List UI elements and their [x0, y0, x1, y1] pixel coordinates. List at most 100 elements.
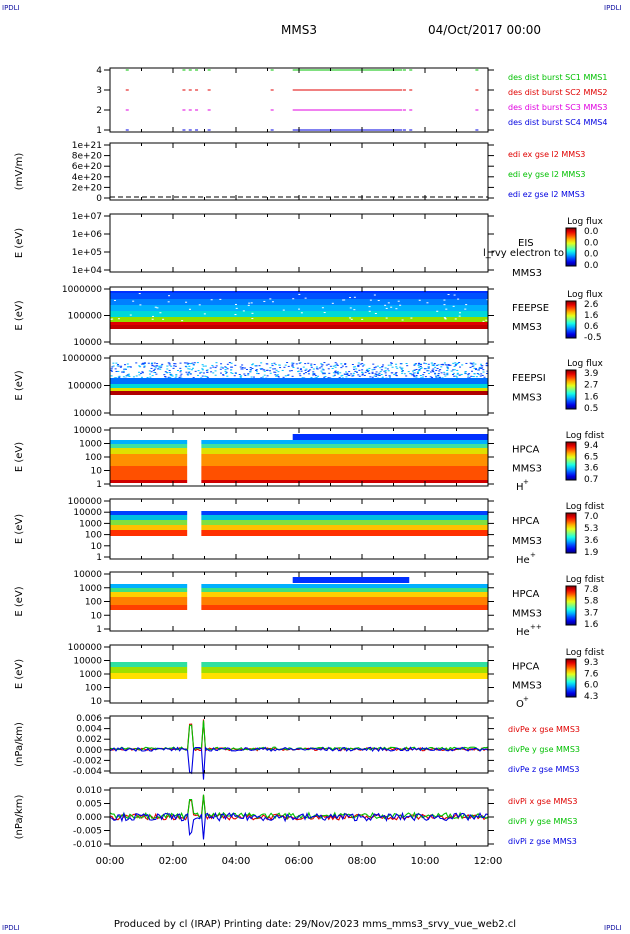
corner-label-br: IPDLI [604, 924, 622, 932]
panel-frame [109, 142, 489, 201]
colorbar-tick: 9.4 [584, 441, 599, 451]
ytick-label: 1000 [79, 440, 102, 450]
ytick-label: 1e+21 [72, 141, 102, 151]
ytick-label: 10000 [73, 508, 102, 518]
legend-entry: divPi x gse MMS3 [508, 797, 577, 806]
ytick-label: 2e+20 [72, 183, 103, 193]
ytick-label: 1000 [79, 584, 102, 594]
ytick-label: 6e+20 [72, 162, 103, 172]
ytick-label: 10000 [73, 338, 102, 348]
species-label: H [516, 482, 524, 493]
ytick-label: 0.005 [76, 800, 102, 810]
y-axis-label: (nPa/km) [14, 795, 25, 840]
ytick-label: 2 [96, 106, 102, 116]
colorbar-tick: 0.0 [584, 227, 599, 237]
corner-label-bl: IPDLI [2, 924, 20, 932]
colorbar-tick: 0.7 [584, 475, 598, 485]
xtick-label: 00:00 [96, 856, 125, 867]
footer-credit: Produced by cl (IRAP) Printing date: 29/… [113, 919, 517, 930]
ytick-label: 10000 [73, 409, 102, 419]
spectrogram-hpca [110, 500, 488, 558]
y-axis-label: E (eV) [14, 442, 25, 472]
colorbar-tick: 3.7 [584, 608, 598, 618]
legend-entry: divPi y gse MMS3 [508, 817, 577, 826]
y-axis-label: E (eV) [14, 659, 25, 689]
instrument-label: FEEPSE [512, 303, 549, 314]
colorbar-title: Log fdist [566, 431, 605, 441]
y-axis-label: E (eV) [14, 300, 25, 330]
colorbar-tick: 1.6 [584, 311, 599, 321]
colorbar [565, 300, 577, 339]
ytick-label: 1000 [79, 519, 102, 529]
colorbar-tick: 2.6 [584, 300, 599, 310]
ytick-label: 1e+07 [72, 212, 102, 222]
colorbar-title: Log fdist [566, 502, 605, 512]
ytick-label: 10 [91, 542, 103, 552]
colorbar [565, 227, 577, 267]
colorbar-tick: 7.8 [584, 585, 599, 595]
spacecraft-label: MMS3 [512, 392, 542, 403]
legend-entry: des dist burst SC3 MMS3 [508, 103, 607, 112]
ytick-label: 0 [96, 194, 102, 204]
colorbar-tick: 0.0 [584, 250, 599, 260]
ytick-label: 10000 [73, 426, 102, 436]
ytick-label: 1 [96, 480, 102, 490]
ytick-label: 1e+05 [72, 248, 102, 258]
charge-label: + [523, 478, 529, 486]
y-axis-label: (mV/m) [14, 153, 25, 191]
series-line [109, 719, 489, 752]
legend-entry: des dist burst SC4 MMS4 [508, 118, 607, 127]
spectrogram-feepse [110, 291, 489, 329]
colorbar-tick: 0.6 [584, 322, 599, 332]
ytick-label: 1000000 [62, 354, 102, 364]
xtick-label: 06:00 [285, 856, 314, 867]
xtick-label: 08:00 [348, 856, 377, 867]
corner-label-tr: IPDLI [604, 4, 622, 12]
ytick-label: 8e+20 [72, 152, 103, 162]
panel-frame [109, 67, 489, 133]
ytick-label: 0.010 [76, 786, 102, 796]
series-line [109, 746, 489, 780]
series-line [109, 720, 489, 751]
charge-label: + [530, 551, 536, 559]
colorbar [565, 512, 577, 554]
colorbar-tick: 7.0 [584, 512, 599, 522]
ytick-label: 10 [91, 697, 103, 707]
colorbar-tick: 1.6 [584, 392, 599, 402]
ytick-label: 100000 [68, 643, 103, 653]
colorbar-title: Log flux [567, 359, 603, 369]
ytick-label: -0.004 [73, 767, 102, 777]
colorbar-tick: 5.8 [584, 597, 599, 607]
colorbar [565, 585, 577, 626]
ytick-label: 1000000 [62, 285, 102, 295]
ytick-label: 100 [85, 598, 102, 608]
colorbar-title: Log flux [567, 217, 603, 227]
ytick-label: 4 [96, 66, 102, 76]
series-line [109, 794, 489, 822]
ytick-label: 10000 [73, 570, 102, 580]
legend-entry: divPe y gse MMS3 [508, 745, 580, 754]
spacecraft-label: MMS3 [512, 268, 542, 279]
series-line [109, 794, 489, 820]
colorbar-tick: 1.6 [584, 620, 599, 630]
ytick-label: 1e+06 [72, 230, 103, 240]
spectrogram-hpca [110, 429, 488, 485]
ytick-label: 3 [96, 86, 102, 96]
ytick-label: 0.004 [76, 725, 102, 735]
xtick-label: 12:00 [474, 856, 503, 867]
ytick-label: -0.005 [73, 827, 102, 837]
species-label: O [516, 699, 524, 710]
charge-label: ++ [530, 623, 542, 631]
colorbar-title: Log flux [567, 290, 603, 300]
species-label: He [516, 627, 530, 638]
colorbar-title: Log fdist [566, 575, 605, 585]
colorbar-tick: 1.9 [584, 548, 599, 558]
date-title: 04/Oct/2017 00:00 [428, 23, 542, 37]
spacecraft-label: MMS3 [512, 322, 542, 333]
instrument-label: EIS [518, 238, 534, 249]
spectrogram-hpca [110, 646, 488, 702]
species-label: He [516, 555, 530, 566]
ytick-label: 1 [96, 625, 102, 635]
colorbar-tick: 5.3 [584, 524, 598, 534]
